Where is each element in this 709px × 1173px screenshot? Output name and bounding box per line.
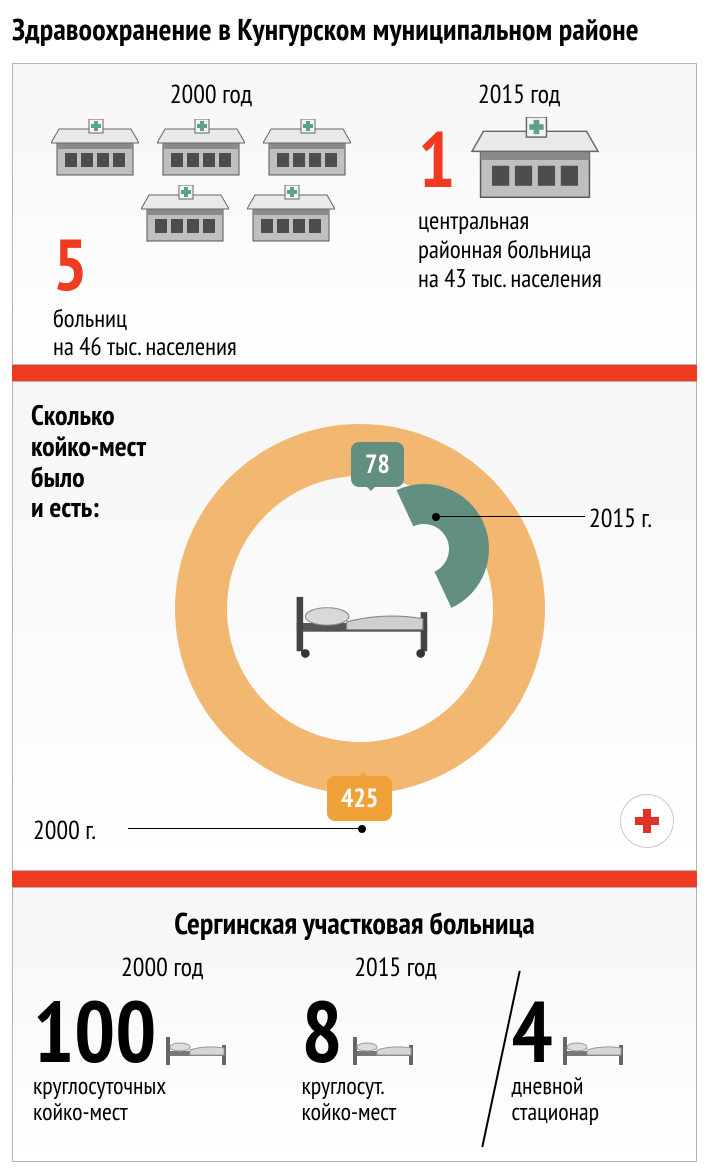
desc-2015: центральнаярайонная больницана 43 тыс. н… (418, 206, 602, 292)
bed-small-icon (353, 1031, 415, 1069)
leader-dot (432, 513, 440, 521)
year-2015-label: 2015 год (478, 78, 688, 111)
hospitals-row-2 (141, 185, 371, 245)
count-2000: 5 (53, 228, 87, 300)
count-2015: 1 (418, 120, 455, 198)
beds-question: Сколькокойко-местбылои есть: (31, 400, 146, 523)
bed-icon (293, 586, 433, 660)
cross-icon (633, 807, 661, 835)
hospitals-row-1 (51, 119, 371, 179)
value-tag-2000: 425 (327, 776, 392, 821)
p3-value-8: 8 (302, 992, 343, 1069)
panel3-heading: Сергинская участковая больница (33, 904, 676, 943)
page-title: Здравоохранение в Кунгурском муниципальн… (0, 0, 709, 63)
leader-line (128, 828, 362, 829)
p3-value-100: 100 (33, 992, 156, 1069)
hospital-icon (263, 119, 351, 179)
hospital-icon (470, 117, 600, 203)
leader-line (435, 516, 585, 517)
hospital-icon (51, 119, 139, 179)
hospital-icon (247, 185, 335, 245)
p3-value-4: 4 (512, 992, 553, 1069)
year-label-2015: 2015 г. (589, 502, 652, 535)
year-label-2000: 2000 г. (33, 814, 96, 847)
divider-bar (12, 871, 697, 887)
year-2000-label: 2000 год (51, 78, 371, 111)
desc-2000: больницна 46 тыс. населения (53, 304, 237, 360)
value-tag-2015: 78 (351, 442, 404, 487)
medical-cross-badge (620, 794, 674, 848)
divider-bar (12, 365, 697, 381)
panel-serginskaya: Сергинская участковая больница 2000 год … (12, 887, 697, 1162)
panel-hospitals: 2000 год 5 больницна 46 тыс. населения 2… (12, 63, 697, 365)
leader-dot (358, 825, 366, 833)
p3-desc-left: круглосуточныхкойко-мест (33, 1073, 292, 1123)
panel-beds: Сколькокойко-местбылои есть: 78 425 2015… (12, 381, 697, 871)
p3-desc-mid: круглосут.койко-мест (302, 1073, 490, 1123)
bed-small-icon (563, 1031, 625, 1069)
hospital-icon (157, 119, 245, 179)
bed-small-icon (166, 1031, 228, 1069)
hospital-icon (141, 185, 229, 245)
p3-desc-right: дневнойстационар (512, 1073, 677, 1123)
